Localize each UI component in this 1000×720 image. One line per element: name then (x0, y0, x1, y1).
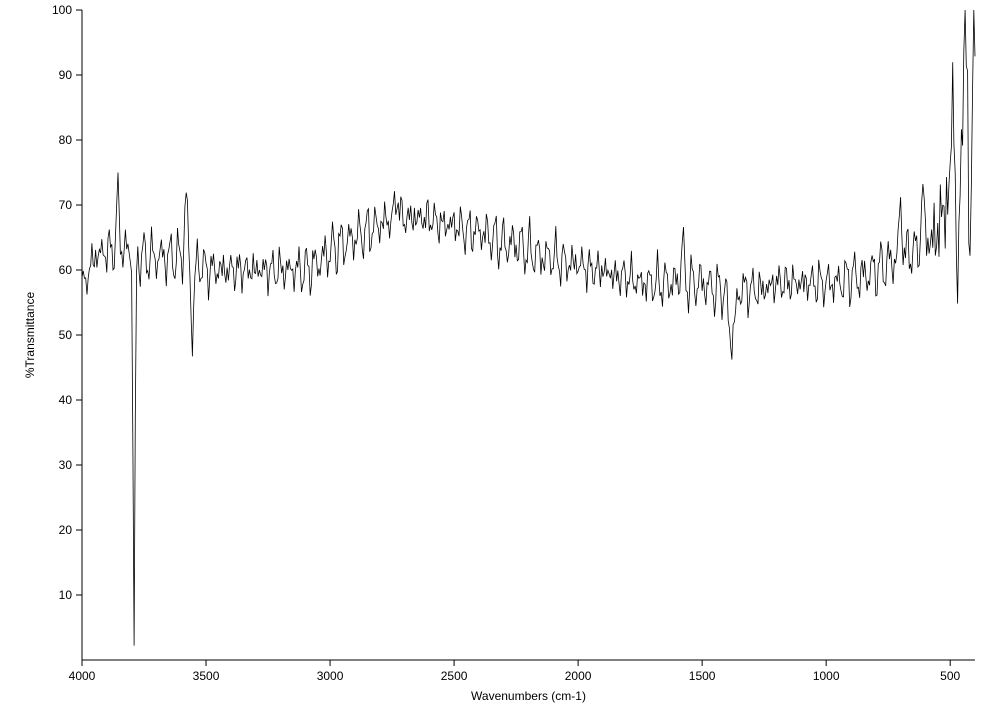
svg-text:1000: 1000 (813, 669, 840, 683)
svg-text:2000: 2000 (565, 669, 592, 683)
svg-text:60: 60 (59, 263, 73, 277)
svg-text:20: 20 (59, 523, 73, 537)
spectrum-trace (82, 10, 975, 646)
svg-text:80: 80 (59, 133, 73, 147)
svg-text:2500: 2500 (441, 669, 468, 683)
svg-text:90: 90 (59, 68, 73, 82)
svg-text:1500: 1500 (689, 669, 716, 683)
svg-text:4000: 4000 (69, 669, 96, 683)
ir-spectrum-chart: 10 20 30 40 50 60 70 80 90 100 4000 3500 3000 2500 200… (0, 0, 1000, 720)
svg-text:10: 10 (59, 588, 73, 602)
svg-text:100: 100 (52, 3, 72, 17)
svg-text:30: 30 (59, 458, 73, 472)
svg-text:50: 50 (59, 328, 73, 342)
svg-text:40: 40 (59, 393, 73, 407)
svg-text:3500: 3500 (193, 669, 220, 683)
svg-text:500: 500 (940, 669, 960, 683)
x-axis-title: Wavenumbers (cm-1) (471, 689, 586, 703)
spectrum-svg: 10 20 30 40 50 60 70 80 90 100 4000 3500 3000 2500 200… (0, 0, 1000, 720)
svg-text:70: 70 (59, 198, 73, 212)
svg-text:3000: 3000 (317, 669, 344, 683)
y-axis-title: %Transmittance (23, 292, 37, 379)
